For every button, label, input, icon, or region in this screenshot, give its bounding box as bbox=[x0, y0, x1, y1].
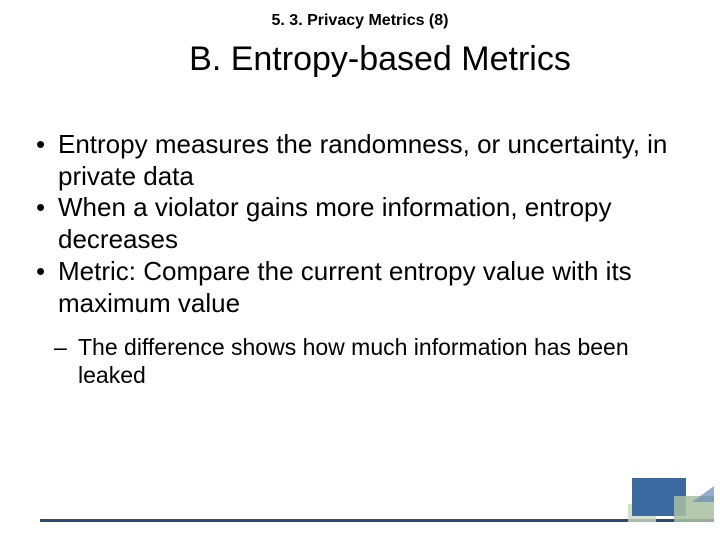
deco-shape-icon bbox=[692, 486, 714, 502]
sub-bullet-item: The difference shows how much informatio… bbox=[50, 333, 690, 389]
content-area: Entropy measures the randomness, or unce… bbox=[0, 129, 720, 389]
bullet-list: Entropy measures the randomness, or unce… bbox=[30, 129, 690, 319]
sub-bullet-list: The difference shows how much informatio… bbox=[50, 333, 690, 389]
bullet-item: When a violator gains more information, … bbox=[30, 192, 690, 255]
section-label: 5. 3. Privacy Metrics (8) bbox=[0, 0, 720, 30]
slide-title: B. Entropy-based Metrics bbox=[0, 40, 720, 79]
footer-decoration bbox=[574, 472, 714, 522]
bullet-item: Entropy measures the randomness, or unce… bbox=[30, 129, 690, 192]
bullet-item: Metric: Compare the current entropy valu… bbox=[30, 256, 690, 319]
slide: 5. 3. Privacy Metrics (8) B. Entropy-bas… bbox=[0, 0, 720, 540]
